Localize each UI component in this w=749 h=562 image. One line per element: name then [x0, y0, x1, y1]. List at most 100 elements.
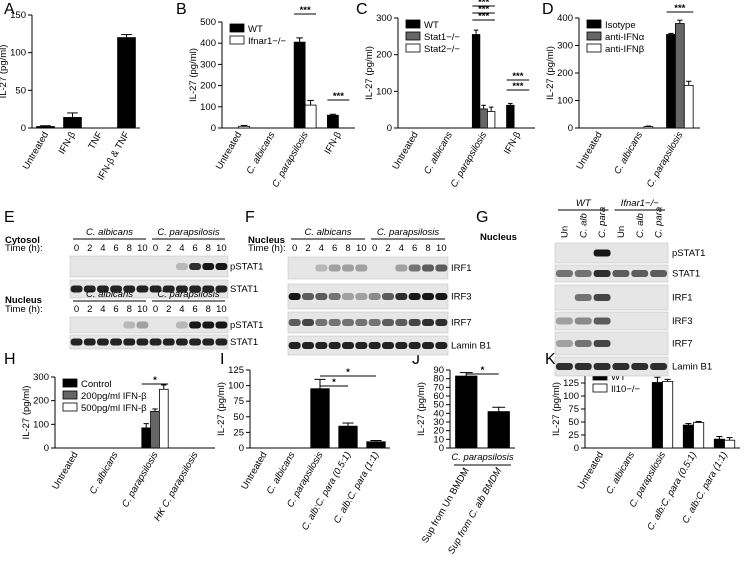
time-label: Time (h): [248, 243, 286, 254]
significance-label: * [346, 367, 350, 378]
blot-band [574, 317, 592, 325]
significance-label: *** [512, 71, 523, 82]
blot-strip [69, 334, 229, 350]
lane-label: 2 [87, 304, 92, 315]
blot-band [328, 319, 341, 326]
lane-label: 0 [153, 243, 158, 254]
blot-band [302, 293, 314, 300]
group-label: C. albicans [86, 289, 133, 300]
x-tick-label: C. parapsilosis [449, 130, 490, 190]
compartment-label: Nucleus [5, 295, 42, 306]
legend-label: Ifnar1−/− [248, 36, 286, 47]
x-tick-label: C. albicans [612, 130, 645, 176]
y-tick-label: 125 [228, 365, 244, 376]
y-axis-label: IL-27 (pg/ml) [21, 386, 32, 440]
lane-label: 2 [166, 304, 171, 315]
compartment-label: Cytosol [5, 235, 40, 246]
x-tick-label: IFN-β [502, 130, 524, 157]
panel-label: I [220, 351, 224, 368]
blot-band [593, 294, 611, 301]
blot-band [435, 319, 448, 326]
blot-strip [287, 256, 449, 280]
y-tick-label: 0 [21, 123, 26, 134]
y-axis-label: IL-27 (pg/ml) [188, 48, 199, 102]
blot-band [315, 319, 328, 326]
y-axis-label: IL-27 (pg/ml) [551, 382, 562, 436]
bar [662, 381, 674, 449]
y-tick-label: 60 [433, 391, 444, 402]
y-tick-label: 400 [200, 38, 216, 49]
blot-band [593, 363, 611, 370]
legend-swatch [229, 35, 245, 45]
blot-band [574, 363, 592, 370]
y-axis-label: IL-27 (pg/ml) [416, 382, 427, 436]
blot-band [395, 319, 408, 326]
lane-label: 6 [412, 243, 417, 254]
lane-label: C. para [654, 207, 665, 238]
blot-strip [287, 283, 449, 310]
blot-band [189, 263, 202, 270]
lane-label: 2 [87, 243, 92, 254]
blot-band [96, 338, 109, 346]
band-label: STAT1 [230, 337, 258, 348]
lane-label: 6 [192, 304, 197, 315]
x-tick-label: C. albicans [422, 130, 455, 176]
band-label: STAT1 [672, 269, 700, 280]
significance-label: *** [512, 81, 523, 92]
blot-band [555, 317, 573, 325]
blot-band [136, 321, 149, 329]
y-tick-label: 75 [233, 396, 244, 407]
y-tick-label: 200 [33, 396, 49, 407]
panel-label: F [245, 209, 255, 226]
blot-band [612, 363, 630, 370]
blot-band [123, 321, 136, 329]
bar [724, 439, 736, 449]
lane-label: C. alb [635, 213, 646, 238]
blot-band [96, 285, 109, 293]
blot-band [288, 293, 301, 300]
blot-band [555, 270, 573, 277]
lane-label: 4 [179, 304, 184, 315]
group-label: C. parapsilosis [377, 227, 440, 238]
blot-strip [554, 242, 669, 264]
y-tick-label: 0 [44, 443, 49, 454]
y-tick-label: 75 [568, 404, 579, 415]
blot-band [83, 338, 96, 346]
band-label: IRF7 [451, 318, 472, 329]
y-tick-label: 30 [433, 417, 444, 428]
y-tick-label: 25 [233, 427, 244, 438]
blot-band [189, 338, 202, 346]
bar [238, 125, 250, 129]
y-tick-label: 0 [568, 123, 573, 134]
x-tick-label: C. alb:C. para (0.5:1) [300, 450, 354, 532]
y-tick-label: 100 [228, 381, 244, 392]
bar [327, 114, 339, 129]
bar [693, 422, 705, 449]
significance-label: * [332, 377, 336, 388]
x-tick-label: IFN-β [322, 130, 344, 157]
significance-label: *** [478, 0, 489, 8]
x-tick-label: Untreated [390, 130, 420, 172]
y-tick-label: 50 [433, 400, 444, 411]
y-axis-label: IL-27 (pg/ml) [216, 382, 227, 436]
legend-label: WT [611, 372, 626, 383]
lane-label: 10 [137, 304, 148, 315]
bar [117, 37, 136, 129]
group-label: WT [576, 198, 592, 209]
y-axis-label: IL-27 (pg/ml) [545, 46, 556, 100]
blot-band [288, 342, 301, 349]
blot-band [612, 270, 630, 277]
blot-band [202, 338, 215, 346]
y-tick-label: 0 [387, 123, 392, 134]
band-label: IRF1 [451, 263, 472, 274]
x-tick-label: C. parapsilosis [120, 450, 161, 510]
lane-label: C. alb [578, 213, 589, 238]
y-axis-label: IL-27 (pg/ml) [364, 46, 375, 100]
lane-label: 0 [292, 243, 297, 254]
x-tick-label: Untreated [21, 130, 51, 172]
lane-label: 4 [399, 243, 404, 254]
lane-label: 6 [192, 243, 197, 254]
y-tick-label: 100 [10, 48, 26, 59]
band-label: Lamin B1 [672, 362, 712, 373]
